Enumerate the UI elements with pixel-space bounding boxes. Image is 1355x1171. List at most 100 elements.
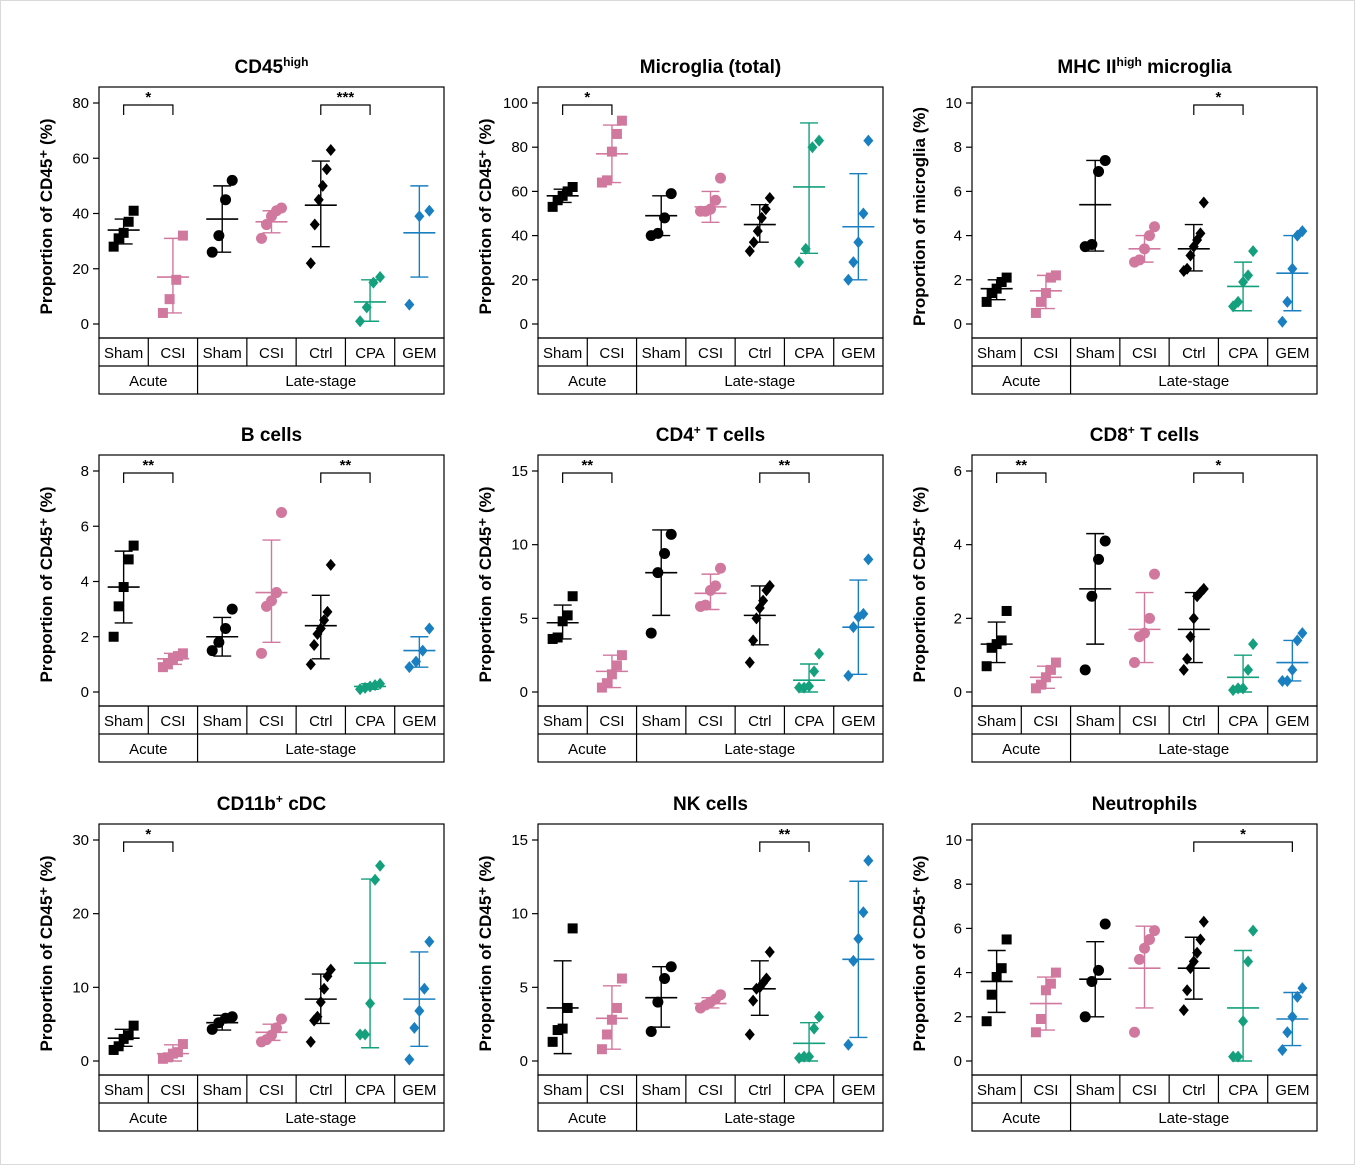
data-point (1198, 196, 1209, 209)
data-point (1030, 307, 1041, 318)
data-point (1086, 975, 1098, 987)
data-point (764, 579, 775, 592)
y-tick-label: 0 (954, 316, 962, 333)
data-point (567, 923, 578, 934)
significance-label: * (145, 89, 151, 106)
data-point (659, 972, 671, 984)
data-point (858, 906, 869, 919)
x-tick-label: Sham (543, 713, 582, 730)
x-tick-label: CPA (794, 1082, 824, 1099)
data-point (744, 1028, 755, 1041)
data-point (360, 1028, 371, 1041)
x-tick-label: CSI (1132, 345, 1157, 362)
y-tick-label: 2 (954, 1009, 962, 1026)
phase-label: Acute (129, 1110, 167, 1127)
significance-bracket (996, 472, 1047, 483)
data-point (1099, 154, 1111, 166)
data-point (1129, 1026, 1140, 1038)
chart-panel: B cells 0 2 4 6 8 Proportion of CD45⁺ (%) Sham C… (37, 425, 445, 763)
data-point (417, 644, 428, 657)
y-tick-label: 20 (511, 272, 528, 289)
y-tick-label: 8 (954, 876, 962, 893)
data-point (1079, 664, 1091, 676)
x-tick-label: GEM (402, 713, 436, 730)
y-tick-label: 4 (954, 537, 962, 554)
data-point (276, 202, 287, 214)
data-point (1238, 276, 1249, 289)
data-point (321, 163, 332, 176)
data-point (1238, 1015, 1249, 1028)
data-point (809, 1022, 820, 1035)
y-tick-label: 6 (81, 518, 89, 535)
data-point (981, 661, 992, 672)
data-point (794, 256, 805, 269)
data-point (1297, 627, 1308, 640)
x-tick-label: Sham (642, 713, 681, 730)
data-point (606, 669, 617, 680)
data-point (611, 660, 622, 671)
data-point (848, 954, 859, 967)
x-tick-label: Sham (1076, 713, 1115, 730)
data-point (809, 665, 820, 678)
data-point (562, 610, 573, 621)
data-point (1079, 1011, 1091, 1023)
data-point (118, 582, 129, 593)
data-point (414, 1004, 425, 1017)
data-point (715, 989, 726, 1001)
significance-bracket (123, 841, 174, 852)
data-point (266, 595, 277, 607)
data-point (226, 603, 238, 615)
phase-label: Acute (568, 1110, 606, 1127)
data-point (312, 1010, 323, 1023)
data-point (315, 996, 326, 1009)
data-point (123, 1030, 134, 1041)
y-axis-label: Proportion of CD45⁺ (%) (910, 856, 929, 1052)
data-point (748, 634, 759, 647)
data-point (177, 230, 188, 241)
x-tick-label: CPA (355, 1082, 385, 1099)
phase-label: Late-stage (285, 373, 356, 390)
y-tick-label: 20 (72, 261, 89, 278)
data-point (1050, 657, 1061, 668)
y-tick-label: 0 (520, 316, 528, 333)
x-tick-label: Ctrl (748, 345, 771, 362)
data-point (1035, 679, 1046, 690)
data-point (206, 645, 218, 657)
data-point (368, 276, 379, 289)
data-point (1248, 638, 1259, 651)
data-point (752, 225, 763, 238)
data-point (814, 1010, 825, 1023)
x-tick-label: CSI (1033, 345, 1058, 362)
data-point (1040, 288, 1051, 299)
data-point (171, 274, 182, 285)
significance-label: ** (142, 457, 154, 474)
y-axis-label: Proportion of CD45⁺ (%) (476, 119, 495, 315)
data-point (256, 232, 267, 244)
x-tick-label: GEM (402, 345, 436, 362)
data-point (1233, 295, 1244, 308)
x-tick-label: CPA (1228, 713, 1258, 730)
data-point (1001, 605, 1012, 616)
data-point (715, 172, 726, 184)
significance-label: ** (779, 457, 791, 474)
x-tick-label: Sham (543, 345, 582, 362)
data-point (365, 997, 376, 1010)
data-point (843, 273, 854, 286)
data-point (1144, 933, 1155, 945)
phase-label: Late-stage (724, 1110, 795, 1127)
data-point (858, 607, 869, 620)
data-point (261, 219, 272, 231)
chart-title: NK cells (673, 794, 748, 815)
data-point (1188, 955, 1199, 968)
data-point (1277, 1043, 1288, 1056)
data-point (547, 201, 558, 212)
y-tick-label: 0 (81, 684, 89, 701)
data-point (1050, 270, 1061, 281)
data-point (118, 1033, 129, 1044)
y-tick-label: 20 (72, 906, 89, 923)
data-point (1139, 243, 1150, 255)
x-tick-label: Sham (977, 1082, 1016, 1099)
data-point (164, 294, 175, 305)
chart-title: CD8+ T cells (1090, 423, 1199, 446)
